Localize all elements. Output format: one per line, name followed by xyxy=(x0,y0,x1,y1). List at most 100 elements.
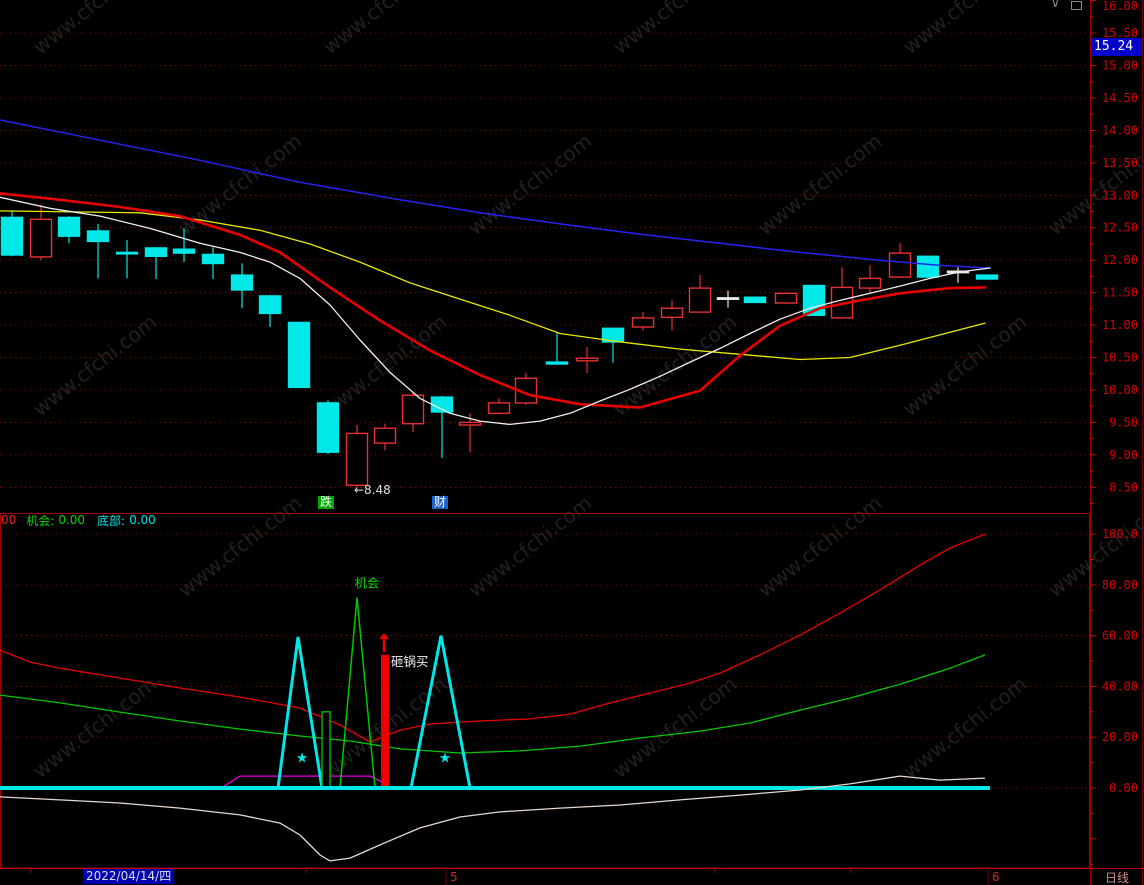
price-axis-label: 11.00 xyxy=(1102,318,1138,332)
watermark-text: www.cfchi.com xyxy=(608,0,741,59)
bottom-value-label: 底部: xyxy=(97,513,126,528)
signal-green-line xyxy=(0,654,986,754)
last-price-tag: 15.24 xyxy=(1091,38,1142,56)
green-hollow-bar xyxy=(321,711,331,789)
watermark-text: www.cfchi.com xyxy=(898,0,1031,59)
candle xyxy=(660,300,684,331)
watermark-text: www.cfchi.com xyxy=(753,129,886,240)
indicator-axis-label: 60.00 xyxy=(1102,629,1138,643)
opportunity-value-label: 机会: xyxy=(26,513,55,528)
candle xyxy=(144,247,168,279)
watermark-text: www.cfchi.com xyxy=(898,672,1031,783)
price-axis-label: 9.00 xyxy=(1109,448,1138,462)
period-label[interactable]: 日线 xyxy=(1104,871,1129,885)
candle xyxy=(0,210,24,257)
candle xyxy=(858,265,882,294)
price-axis-label: 16.00 xyxy=(1102,0,1138,13)
candle xyxy=(57,216,81,244)
price-axis-label: 10.50 xyxy=(1102,351,1138,365)
buy-spike-cyan-1 xyxy=(276,636,324,789)
price-axis-label: 11.50 xyxy=(1102,286,1138,300)
watermark-layer: www.cfchi.com www.cfchi.com www.cfchi.com w… xyxy=(28,0,1144,783)
price-low-annotation: ←8.48 xyxy=(354,482,391,497)
month-tick-label[interactable]: 6 xyxy=(992,870,1000,884)
price-axis-label: 13.00 xyxy=(1102,188,1138,202)
opportunity-spike-green xyxy=(339,597,376,789)
signal-shapes: ★ ★ xyxy=(276,597,472,789)
candle xyxy=(975,274,999,280)
buy-spike-cyan-2 xyxy=(409,635,472,789)
indicator-grid xyxy=(0,513,1090,869)
candle xyxy=(230,263,254,309)
candle xyxy=(373,423,397,451)
price-axis-label: 13.50 xyxy=(1102,156,1138,170)
watermark-text: www.cfchi.com xyxy=(173,129,306,240)
watermark-text: www.cfchi.com xyxy=(28,0,161,59)
candle xyxy=(29,204,53,261)
price-axis-label: 10.00 xyxy=(1102,383,1138,397)
watermark-text: www.cfchi.com xyxy=(608,310,741,421)
candle xyxy=(345,425,369,489)
chevron-down-icon[interactable]: ∨ xyxy=(1051,0,1060,10)
star-icon-2: ★ xyxy=(439,751,452,767)
candle xyxy=(631,312,655,331)
candle xyxy=(316,400,340,455)
month-tick-label[interactable]: 5 xyxy=(450,870,458,884)
bottom-white-line xyxy=(0,775,986,862)
candles-layer xyxy=(0,204,999,489)
watermark-text: www.cfchi.com xyxy=(898,310,1031,421)
candle xyxy=(743,296,767,304)
price-axis-label: 14.00 xyxy=(1102,123,1138,137)
price-axis-label: 14.50 xyxy=(1102,91,1138,105)
window-icon[interactable] xyxy=(1070,1,1082,10)
candle xyxy=(86,223,110,279)
candle xyxy=(401,392,425,433)
price-axis-label: 15.50 xyxy=(1102,26,1138,40)
date-label[interactable]: 2022/04/14/四 xyxy=(83,869,175,884)
price-axis-label: 9.50 xyxy=(1109,415,1138,429)
candle xyxy=(487,398,511,415)
window-controls: ∨ xyxy=(1051,0,1082,10)
marker-cai: 财 xyxy=(432,494,449,509)
watermark-text: www.cfchi.com xyxy=(318,0,451,59)
candle xyxy=(201,247,225,279)
indicator-values-row: 00 机会: 0.00 底部: 0.00 xyxy=(1,512,168,528)
candle xyxy=(716,290,740,308)
indicator-axis-label: 40.00 xyxy=(1102,679,1138,693)
ma-yellow xyxy=(0,210,986,361)
indicator-value-clipped: 00 xyxy=(1,513,17,527)
marker-die: 跌 xyxy=(318,494,335,509)
signal-red-line xyxy=(0,533,986,743)
ma-red xyxy=(0,192,987,409)
watermark-text: www.cfchi.com xyxy=(463,129,596,240)
price-axis-label: 12.00 xyxy=(1102,253,1138,267)
indicator-axis-label: 0.00 xyxy=(1109,781,1138,795)
bottom-value: 0.00 xyxy=(129,513,156,527)
star-icon-1: ★ xyxy=(296,751,309,767)
candle xyxy=(287,321,311,389)
price-axis-label: 12.50 xyxy=(1102,221,1138,235)
candle xyxy=(514,373,538,405)
ma-white xyxy=(0,196,991,426)
candle xyxy=(946,267,970,283)
candle xyxy=(258,295,282,327)
opportunity-label: 机会 xyxy=(354,576,380,591)
ma-blue xyxy=(0,119,991,269)
candle xyxy=(688,275,712,313)
indicator-axis-label: 20.00 xyxy=(1102,730,1138,744)
watermark-text: www.cfchi.com xyxy=(28,672,161,783)
smash-pot-buy-bar xyxy=(381,654,389,788)
price-axis-label: 15.00 xyxy=(1102,59,1138,73)
candle xyxy=(115,240,139,279)
candle xyxy=(430,395,454,459)
candle xyxy=(888,243,912,278)
candle xyxy=(575,347,599,374)
price-axis-label: 8.50 xyxy=(1109,480,1138,494)
smash-pot-buy-label: 砸锅买 xyxy=(391,654,429,669)
candle xyxy=(601,327,625,363)
watermark-text: www.cfchi.com xyxy=(28,310,161,421)
opportunity-value: 0.00 xyxy=(58,513,86,527)
